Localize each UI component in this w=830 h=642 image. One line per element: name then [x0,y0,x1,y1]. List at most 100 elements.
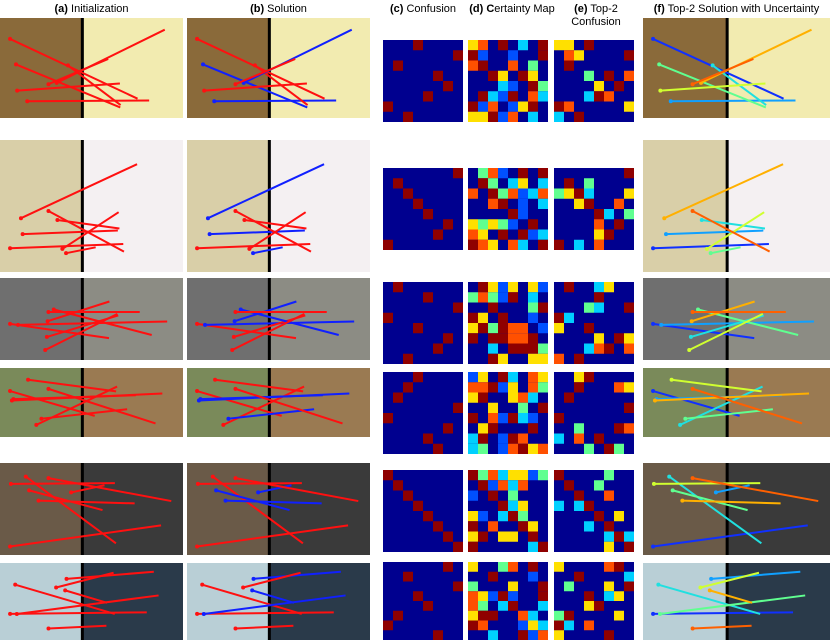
match-point [233,476,238,481]
match-point [213,377,218,382]
header-c: (c) Confusion [380,3,466,16]
matrix-cell [478,292,488,303]
match-line [663,163,784,220]
match-line [654,392,810,402]
matrix-cell [498,353,508,364]
matrix-cell [554,610,564,621]
matrix-cell [443,562,453,572]
match-point [65,63,70,68]
photo-divider [80,140,84,272]
matrix-cell [393,60,403,71]
match-line [9,390,95,417]
matrix-cell [478,168,488,179]
matrix-cell [478,101,488,112]
match-point [658,88,663,93]
matrix-cell [624,168,634,179]
match-line [672,489,748,512]
match-point [43,348,48,353]
matrix-cell [528,292,538,303]
matrix-cell [518,392,528,403]
matrix-cell [488,323,498,334]
matrix-cell [624,188,634,199]
matrix-cell [488,591,498,601]
match-line [209,229,305,236]
match-line [204,82,307,92]
matrix-cell [508,372,518,383]
photo-right [82,278,183,360]
matrix-cell [393,610,403,621]
match-point [8,389,13,394]
match-point [231,334,236,339]
matrix-cell [604,521,614,532]
matrix-cell [393,480,403,491]
matrix-cell [624,101,634,112]
matrix-cell [584,302,594,313]
matrix-cell [538,188,548,199]
match-line [688,312,764,351]
matrix-cell [594,209,604,220]
matrix-cell [594,91,604,102]
matrix-cell [528,443,538,454]
match-point [707,588,712,593]
matrix-cell [488,302,498,313]
match-line [214,378,304,393]
matrix-cell [518,229,528,240]
match-line [700,571,760,589]
photo-divider [725,278,729,360]
matrix-cell [518,443,528,454]
match-line [48,57,109,86]
matrix-cell [508,50,518,61]
matrix-cell [538,282,548,293]
matrix-cell [574,571,584,582]
match-point [54,585,59,590]
match-point [195,544,200,549]
matrix-cell [453,50,463,61]
match-point [8,36,13,41]
match-line [55,571,114,589]
match-line [652,390,740,417]
match-point [205,216,210,221]
matrix-cell [453,402,463,413]
matrix-cell [488,402,498,413]
matrix-cell [508,490,518,501]
photo-divider [267,563,271,640]
match-line [225,499,322,505]
match-line [653,611,794,615]
matrix-cell [528,382,538,393]
matrix-cell [508,209,518,220]
matrix-cell [488,343,498,354]
matrix-cell [468,601,478,611]
photo-right [82,368,183,437]
matrix-cell [528,413,538,424]
matrix-cell [508,562,518,572]
match-line [251,589,295,604]
match-point [668,99,673,104]
match-point [651,544,656,549]
matrix-cell [604,443,614,454]
photo-divider [80,563,84,640]
matrix-cell [468,312,478,323]
matrix-cell [604,343,614,354]
matrix-cell [478,312,488,323]
match-line [203,594,346,615]
matrix-cell [614,219,624,230]
match-point [658,611,663,616]
matrix-cell [584,40,594,51]
matrix-cell [538,630,548,640]
matrix-cell [574,500,584,511]
photo-divider [267,463,271,555]
matrix-cell [518,413,528,424]
matrix-cell [478,111,488,122]
matrix-cell [604,209,614,220]
match-point [26,377,31,382]
matrix-cell [624,581,634,592]
match-line [48,624,107,630]
match-point [221,422,226,427]
matrix-cell [528,521,538,532]
matrix-cell [528,188,538,199]
matrix-cell [528,229,538,240]
matrix-cell [528,392,538,403]
matrix-cell [554,323,564,334]
matrix-cell [468,382,478,393]
